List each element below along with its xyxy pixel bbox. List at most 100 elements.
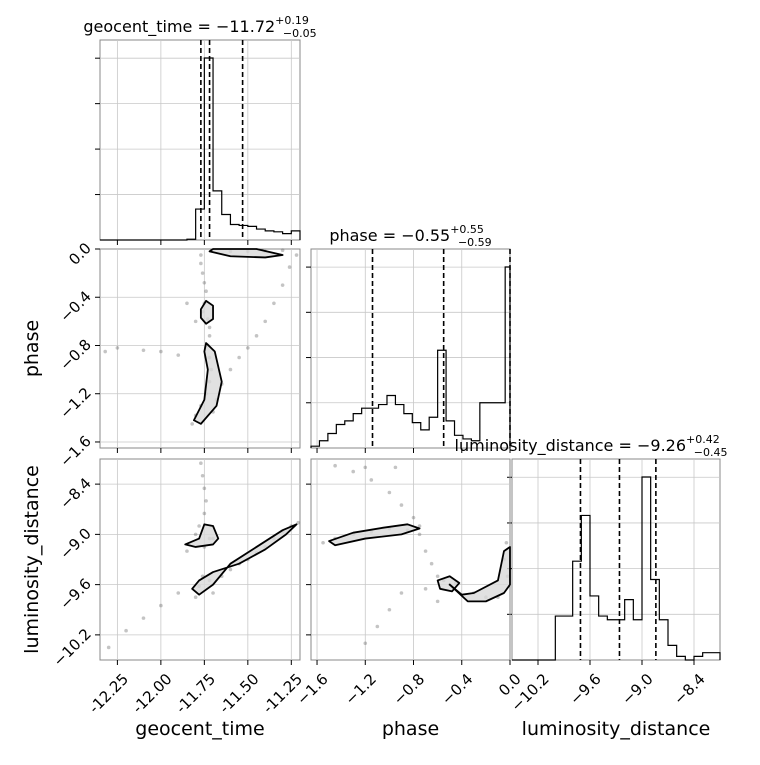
pair-geocent-time-vs-luminosity-distance-sample-25 [141,616,146,620]
pair-geocent-time-vs-luminosity-distance-sample-23 [176,591,181,595]
pair-geocent-time-vs-phase-sample-31 [159,349,163,354]
pair-phase-vs-luminosity-distance-sample-6 [321,540,325,545]
pair-geocent-time-vs-phase-sample-26 [272,301,276,306]
pair-geocent-time-vs-luminosity-distance-sample-0 [199,461,203,465]
axis-phase-y-ytick-label-1: −0.4 [56,287,94,325]
pair-geocent-time-vs-luminosity-distance-sample-2 [202,486,207,491]
pair-geocent-time-vs-phase-sample-2 [200,271,205,275]
pair-geocent-time-vs-phase-sample-8 [207,325,212,330]
contour-a-outer [199,299,214,325]
pair-geocent-time-vs-phase-sample-0 [199,253,203,257]
pair-phase-vs-luminosity-distance-frame [310,458,511,661]
pair-geocent-time-vs-luminosity-distance-sample-3 [204,499,208,503]
pair-phase-vs-luminosity-distance-sample-22 [375,624,380,629]
pair-phase-vs-luminosity-distance-sample-12 [423,549,428,553]
contour-c-outer [208,248,284,259]
pair-phase-vs-luminosity-distance-sample-16 [387,490,392,495]
pair-geocent-time-vs-phase-sample-40 [193,319,198,324]
hist-phase-title-plus: +0.55 [450,223,484,236]
axis-luminosity-distance-y-ytick-label-1: −9.0 [56,524,94,562]
hist-phase-steps [310,266,511,448]
pair-geocent-time-vs-luminosity-distance-sample-14 [228,567,233,572]
pair-phase-vs-luminosity-distance-sample-33 [435,599,440,604]
hist-geocent-time-frame [99,39,301,241]
hist-geocent-time-steps [100,57,301,241]
axis-geocent-time-xtick-label-1: -12.00 [129,670,176,717]
axis-geocent-time-xtick-label-2: -11.75 [172,670,219,717]
hist-luminosity-distance-steps [512,476,721,661]
contour-d-outer [184,523,220,548]
pair-geocent-time-vs-luminosity-distance-sample-27 [106,645,111,650]
pair-phase-vs-luminosity-distance-sample-32 [393,465,398,470]
pair-geocent-time-vs-phase-sample-21 [228,367,233,372]
pair-geocent-time-vs-luminosity-distance-sample-26 [124,628,128,633]
pair-geocent-time-vs-phase-sample-1 [199,261,203,266]
axis-phase-xtick-label-2: −0.8 [390,670,428,708]
contour-e-outer [191,523,298,596]
pair-geocent-time-vs-luminosity-distance-frame [99,458,301,661]
pair-geocent-time-vs-phase-sample-39 [185,301,189,306]
hist-geocent-time-title-plus: +0.19 [275,14,309,27]
x-axis-label-1: phase [382,718,439,740]
pair-phase-vs-luminosity-distance-sample-11 [429,561,434,566]
axis-phase-y-ytick-label-4: −1.6 [56,432,94,470]
axis-phase-xtick-label-1: −1.2 [342,670,380,708]
axis-phase-y-ytick-label-2: −0.8 [56,336,94,374]
pair-geocent-time-vs-luminosity-distance-sample-1 [200,473,205,478]
hist-luminosity-distance-frame [511,458,721,661]
pair-geocent-time-vs-luminosity-distance-sample-22 [296,520,301,525]
hist-geocent-time-title: geocent_time = −11.72+0.19 −0.05 [83,14,316,40]
pair-geocent-time-vs-phase-sample-34 [103,349,108,354]
pair-geocent-time-vs-phase-sample-3 [202,280,207,285]
axis-luminosity-distance-xtick-label-1: −9.6 [566,670,604,708]
axis-luminosity-distance-y-ytick-label-2: −9.6 [56,575,94,613]
axis-phase-xtick-label-3: −0.4 [438,670,476,708]
hist-phase-title: phase = −0.55+0.55 −0.59 [329,223,491,249]
pair-phase-vs-luminosity-distance-sample-17 [369,478,374,482]
pair-geocent-time-vs-phase-sample-30 [176,353,181,357]
axis-luminosity-distance-y-ytick-label-0: −8.4 [56,474,94,512]
pair-geocent-time-vs-phase-sample-22 [237,355,241,360]
axis-luminosity-distance-xtick-label-2: −9.0 [618,670,656,708]
contour-f-outer [328,523,421,547]
pair-phase-vs-luminosity-distance-sample-27 [504,540,509,545]
pair-phase-vs-luminosity-distance-sample-31 [363,465,368,470]
axis-luminosity-distance-y-ytick-label-3: −10.2 [50,625,95,670]
hist-luminosity-distance-title-minus: −0.45 [694,446,728,459]
axis-luminosity-distance-xtick-label-3: −8.4 [670,670,708,708]
y-axis-label-luminosity-distance: luminosity_distance [21,465,43,654]
pair-geocent-time-vs-phase-sample-27 [280,283,285,287]
pair-geocent-time-vs-phase-sample-38 [280,248,285,253]
y-axis-label-phase: phase [21,320,43,377]
pair-phase-vs-luminosity-distance-sample-18 [351,469,356,474]
pair-geocent-time-vs-luminosity-distance-sample-24 [159,603,163,608]
pair-geocent-time-vs-phase-sample-32 [141,348,146,353]
pair-geocent-time-vs-phase-sample-9 [207,334,212,338]
pair-geocent-time-vs-phase-sample-23 [246,346,250,350]
hist-luminosity-distance-title: luminosity_distance = −9.26+0.42 −0.45 [455,433,728,459]
pair-geocent-time-vs-luminosity-distance-sample-4 [202,511,207,516]
pair-geocent-time-vs-phase-sample-33 [115,346,120,350]
hist-geocent-time-title-minus: −0.05 [283,27,317,40]
pair-geocent-time-vs-phase-frame [99,248,301,449]
pair-geocent-time-vs-luminosity-distance-sample-30 [185,549,189,553]
hist-geocent-time-title-main: geocent_time = −11.72 [83,17,275,37]
pair-phase-vs-luminosity-distance-sample-14 [411,515,416,520]
pair-phase-vs-luminosity-distance-sample-21 [387,607,392,612]
pair-phase-vs-luminosity-distance-sample-20 [399,591,404,595]
pair-geocent-time-vs-phase-sample-24 [254,334,259,338]
pair-geocent-time-vs-phase-sample-4 [204,289,208,294]
pair-phase-vs-luminosity-distance-sample-19 [333,463,337,468]
pair-geocent-time-vs-luminosity-distance-sample-5 [197,524,201,528]
pair-geocent-time-vs-luminosity-distance-sample-8 [193,532,198,537]
x-axis-label-0: geocent_time [135,718,264,740]
pair-phase-vs-luminosity-distance-sample-13 [417,532,422,537]
pair-geocent-time-vs-phase-sample-29 [294,253,299,257]
pair-phase-vs-luminosity-distance-sample-23 [363,641,368,646]
axis-geocent-time-xtick-label-3: -11.50 [216,670,263,717]
contour-h-outer [448,546,511,603]
hist-phase-title-minus: −0.59 [458,236,492,249]
axis-geocent-time-xtick-label-0: -12.25 [85,670,132,717]
pair-phase-vs-luminosity-distance-sample-5 [417,524,422,528]
